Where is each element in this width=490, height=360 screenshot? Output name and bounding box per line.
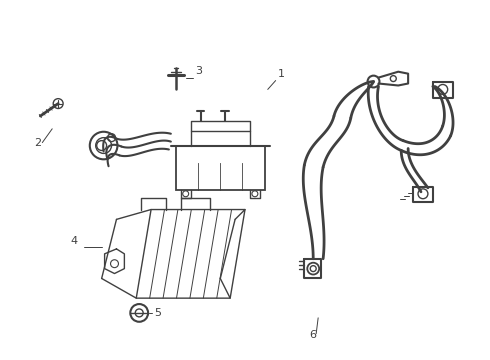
Text: 3: 3 [196,66,202,76]
Text: 1: 1 [278,69,285,78]
Text: 4: 4 [70,236,77,246]
Text: 2: 2 [34,138,42,148]
Text: 5: 5 [154,308,161,318]
Text: 6: 6 [309,329,316,339]
Bar [176,145,265,190]
